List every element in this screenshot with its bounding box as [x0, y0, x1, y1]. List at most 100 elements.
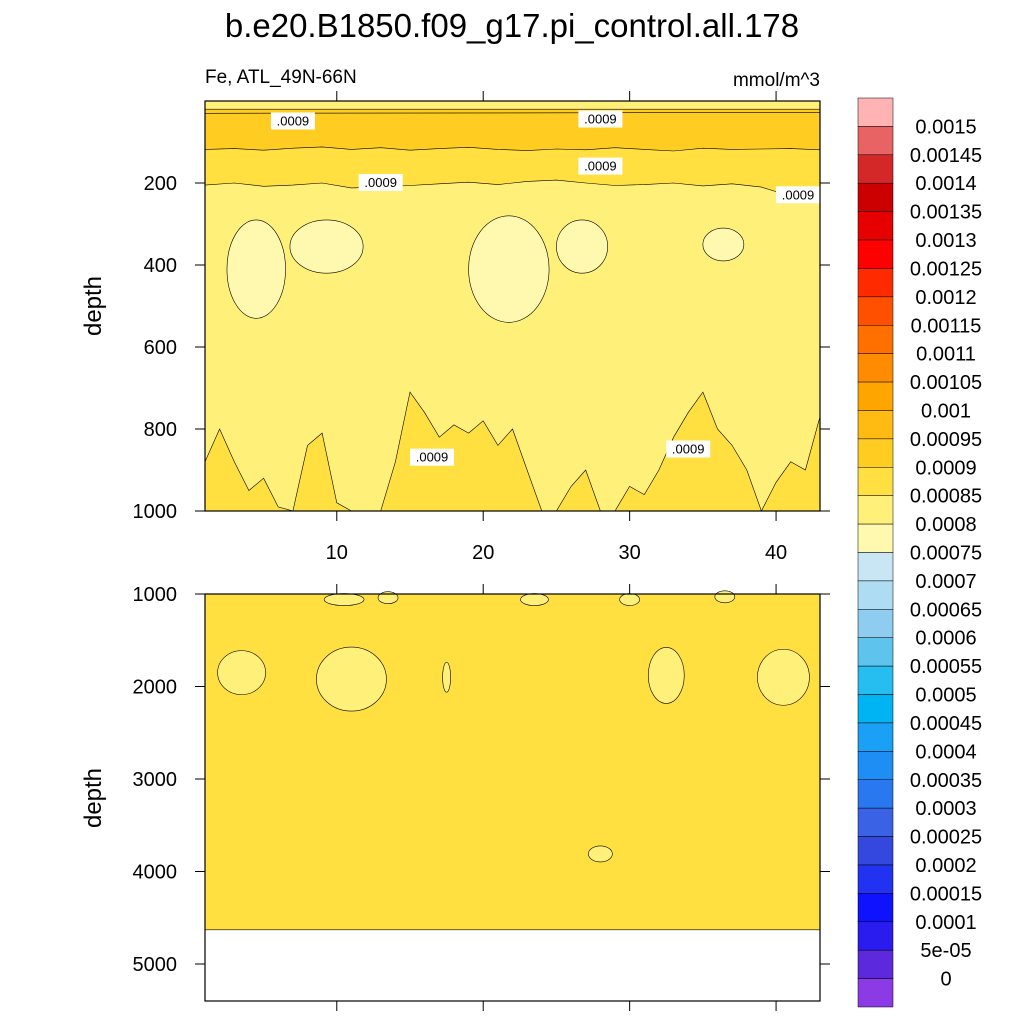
contour-label-text: .0009	[672, 442, 705, 457]
colorbar-label: 0.0008	[915, 514, 976, 536]
upper-contour-fill	[204, 100, 821, 512]
variable-region-label: Fe, ATL_49N-66N	[205, 67, 357, 88]
colorbar-label: 0.00035	[910, 770, 982, 792]
contour-label: .0009	[410, 448, 454, 466]
lower-blob-0.00085	[588, 845, 613, 863]
contour-label-text: .0009	[584, 159, 617, 174]
units-label: mmol/m^3	[733, 70, 820, 91]
colorbar-swatch	[857, 893, 894, 923]
contour-label: .0009	[666, 440, 711, 458]
colorbar-swatch	[857, 751, 894, 780]
colorbar-swatch	[857, 296, 894, 326]
lower-axes: 1000 2000 3000 4000 5000	[133, 584, 830, 1011]
contour-label-text: .0009	[782, 187, 815, 202]
lower-blob-0.00085	[442, 661, 451, 693]
contour-label-text: .0009	[416, 450, 449, 465]
colorbar-swatch	[857, 325, 894, 354]
colorbar-swatch	[857, 779, 894, 809]
colorbar-label: 0.0014	[915, 173, 976, 195]
colorbar-label: 0.00055	[910, 656, 982, 678]
colorbar-swatch	[857, 609, 894, 638]
colorbar-swatch	[857, 921, 894, 951]
upper-blob-0.0008	[556, 219, 608, 274]
lower-plot-frame	[204, 593, 821, 1002]
upper-blob-0.0008	[289, 219, 364, 274]
upper-ytick-label: 1000	[133, 501, 178, 523]
upper-xtick-label: 40	[765, 542, 787, 564]
colorbar-swatch	[857, 97, 894, 127]
lower-blob-0.00085	[714, 590, 736, 604]
colorbar-swatch	[857, 467, 894, 496]
colorbar-label: 0.00085	[910, 486, 982, 508]
colorbar-label: 0.0011	[916, 344, 976, 366]
colorbar-swatch	[857, 495, 894, 525]
upper-xtick-label: 30	[619, 542, 641, 564]
contour-label-box	[578, 110, 623, 128]
upper-surface-band-0.00095	[204, 100, 821, 152]
lower-background-band	[205, 594, 820, 930]
contour-label-text: .0009	[364, 175, 397, 190]
lower-blob-0.00085	[520, 593, 549, 606]
colorbar-label: 0.00115	[911, 315, 982, 337]
upper-ytick-label: 800	[144, 419, 177, 441]
colorbar-swatch	[857, 523, 894, 553]
lower-ytick-label: 5000	[133, 954, 178, 976]
contour-label: .0009	[358, 174, 403, 191]
colorbar-label: 0.0012	[915, 287, 976, 309]
lower-blob-0.00085	[323, 593, 365, 606]
upper-blob-0.0008	[702, 227, 745, 262]
lower-ytick-label: 2000	[133, 677, 178, 699]
colorbar-swatch	[857, 268, 894, 298]
upper-blob-0.0008	[468, 215, 550, 323]
colorbar-swatch	[857, 239, 894, 269]
lower-contour-fill	[205, 590, 820, 931]
colorbar-swatch	[857, 580, 894, 610]
colorbar-label: 0.0006	[915, 628, 976, 650]
colorbar-swatch	[857, 353, 894, 383]
lower-blob-0.00085	[316, 646, 387, 712]
lower-ytick-label: 3000	[133, 769, 178, 791]
colorbar-label: 0.0004	[915, 741, 976, 763]
colorbar-label: 0.00095	[910, 429, 982, 451]
upper-panel: .0009 .0009 .0009 .0009 .0009 .0009 .0009 200 4…	[80, 91, 830, 564]
upper-xtick-label: 20	[472, 542, 494, 564]
colorbar-label: 0.00065	[910, 599, 982, 621]
upper-ylabel: depth	[80, 276, 107, 336]
lower-ylabel: depth	[80, 768, 107, 828]
colorbar-label: 0.0005	[915, 685, 976, 707]
colorbar-label: 0.0007	[915, 571, 976, 593]
colorbar-label: 0	[940, 969, 951, 991]
colorbar-swatch	[857, 438, 894, 468]
colorbar-swatch	[857, 665, 894, 695]
upper-contour-labels: .0009 .0009 .0009 .0009 .0009 .0009 .0009	[270, 110, 820, 466]
lower-blob-0.00085	[217, 650, 266, 695]
colorbar-label: 0.00025	[910, 827, 982, 849]
lower-panel: 1000 2000 3000 4000 5000 depth	[80, 584, 830, 1011]
colorbar-swatch	[857, 182, 894, 212]
colorbar-label: 0.001	[921, 400, 971, 422]
upper-xtick-label: 10	[326, 542, 348, 564]
contour-label-box	[410, 448, 454, 466]
upper-blob-0.0008	[226, 219, 286, 319]
colorbar-label: 0.0003	[915, 798, 976, 820]
colorbar-swatch	[857, 807, 894, 837]
contour-label: .0009	[270, 112, 315, 130]
contour-label-text: .0009	[584, 112, 617, 127]
figure-title: b.e20.B1850.f09_g17.pi_control.all.178	[225, 7, 799, 44]
contour-label-box	[358, 174, 403, 191]
colorbar-label: 0.0001	[915, 912, 976, 934]
colorbar-label: 0.00145	[910, 145, 982, 167]
colorbar-label: 0.00125	[910, 258, 982, 280]
colorbar-swatch	[857, 552, 894, 582]
contour-label: .0009	[578, 157, 623, 175]
colorbar-label: 0.0013	[915, 230, 976, 252]
contour-label-box	[666, 440, 711, 458]
upper-ytick-label: 600	[144, 337, 177, 359]
colorbar-label: 0.0002	[915, 855, 976, 877]
contour-label-box	[776, 186, 820, 204]
contour-label: .0009	[776, 186, 820, 204]
contour-label-box	[578, 157, 623, 175]
lower-ytick-label: 4000	[133, 862, 178, 884]
colorbar-label: 0.00105	[910, 372, 982, 394]
